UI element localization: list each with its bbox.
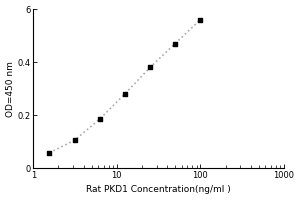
Point — [47, 151, 52, 154]
Y-axis label: OD=450 nm: OD=450 nm — [6, 61, 15, 117]
Point — [97, 117, 102, 121]
Point — [148, 66, 152, 69]
Point — [122, 92, 127, 95]
X-axis label: Rat PKD1 Concentration(ng/ml ): Rat PKD1 Concentration(ng/ml ) — [86, 185, 231, 194]
Point — [72, 139, 77, 142]
Point — [198, 18, 203, 21]
Point — [173, 42, 178, 45]
